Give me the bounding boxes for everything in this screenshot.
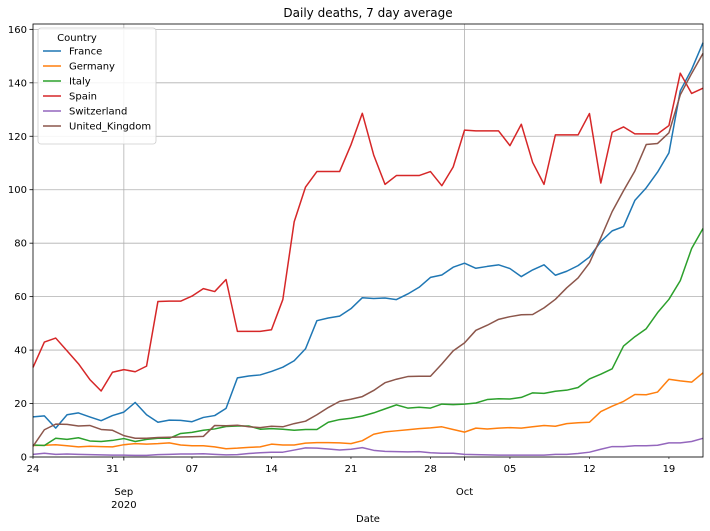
y-tick-label: 20 xyxy=(14,399,27,410)
y-tick-label: 40 xyxy=(14,346,27,357)
chart-title: Daily deaths, 7 day average xyxy=(283,6,452,20)
series-line xyxy=(32,72,704,392)
x-minor-tick-label: 07 xyxy=(186,464,199,475)
x-axis-label: Date xyxy=(356,514,380,525)
legend-entry: United_Kingdom xyxy=(69,122,151,133)
axes: 0 20 40 60 80 100 120 140 160 Sep 2020 Oct 24 31 07 14 2… xyxy=(8,23,704,511)
legend-box xyxy=(37,27,157,145)
x-major-tick-sublabel: 2020 xyxy=(111,500,136,511)
series-line xyxy=(32,437,704,457)
x-minor-tick-label: 05 xyxy=(504,464,517,475)
x-minor-tick-label: 21 xyxy=(345,464,358,475)
legend: Country France Germany Italy Spain Switzerlan… xyxy=(37,27,157,145)
y-tick-label: 60 xyxy=(14,292,27,303)
x-major-tick-label: Oct xyxy=(456,487,473,498)
legend-entry: Germany xyxy=(69,62,115,73)
series-lines xyxy=(32,42,704,457)
y-tick-label: 160 xyxy=(8,25,27,36)
legend-entry: Switzerland xyxy=(69,107,127,118)
series-line xyxy=(32,228,704,447)
x-minor-tick-label: 24 xyxy=(27,464,40,475)
legend-entry: Italy xyxy=(69,77,91,88)
series-line xyxy=(32,42,704,429)
legend-entry: Spain xyxy=(69,92,97,103)
x-minor-tick-label: 12 xyxy=(583,464,596,475)
plot-frame xyxy=(32,23,704,458)
legend-entry: France xyxy=(69,47,102,58)
y-tick-label: 100 xyxy=(8,185,27,196)
series-line xyxy=(32,372,704,450)
y-tick-label: 140 xyxy=(8,78,27,89)
x-minor-tick-label: 14 xyxy=(265,464,278,475)
y-tick-label: 0 xyxy=(21,453,27,464)
x-minor-tick-label: 28 xyxy=(424,464,437,475)
x-minor-tick-label: 31 xyxy=(106,464,119,475)
x-major-tick-label: Sep xyxy=(114,487,133,498)
y-tick-label: 80 xyxy=(14,239,27,250)
legend-title: Country xyxy=(57,33,97,44)
y-tick-label: 120 xyxy=(8,132,27,143)
series-line xyxy=(32,53,704,447)
x-minor-tick-label: 19 xyxy=(663,464,676,475)
